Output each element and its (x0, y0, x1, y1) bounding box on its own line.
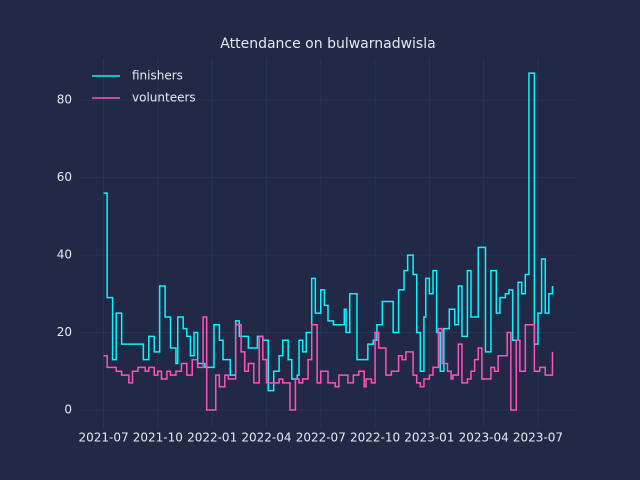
x-tick-label: 2021-10 (133, 431, 183, 445)
x-tick-label: 2022-01 (187, 431, 237, 445)
y-tick-label: 60 (57, 170, 72, 184)
x-tick-label: 2023-04 (459, 431, 509, 445)
legend-label: finishers (132, 69, 183, 83)
x-tick-label: 2023-07 (513, 431, 563, 445)
y-tick-label: 80 (57, 93, 72, 107)
chart-title: Attendance on bulwarnadwisla (220, 36, 435, 52)
x-tick-label: 2021-07 (78, 431, 128, 445)
y-tick-label: 20 (57, 325, 72, 339)
series-line (103, 316, 554, 411)
y-tick-label: 40 (57, 248, 72, 262)
x-tick-label: 2022-04 (241, 431, 291, 445)
x-tick-label: 2022-10 (350, 431, 400, 445)
y-tick-label: 0 (64, 402, 72, 416)
x-tick-label: 2022-07 (296, 431, 346, 445)
x-tick-label: 2023-01 (404, 431, 454, 445)
series-line (103, 72, 554, 392)
legend-label: volunteers (132, 91, 196, 105)
